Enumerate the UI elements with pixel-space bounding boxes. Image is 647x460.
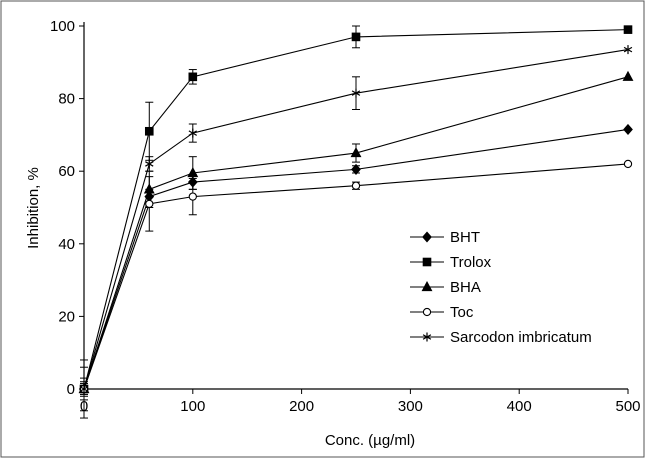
y-tick-label: 100 <box>50 18 75 35</box>
data-point-bht <box>623 123 633 136</box>
series-layer <box>78 25 634 419</box>
series-sarcodon-imbricatum <box>79 45 633 412</box>
data-point-sarcodon-imbricatum <box>188 128 198 138</box>
series-toc <box>79 159 633 401</box>
y-tick-label: 0 <box>67 381 75 398</box>
legend-item-bht: BHT <box>410 229 480 246</box>
data-point-trolox <box>351 32 361 42</box>
y-tick-label: 20 <box>58 308 75 325</box>
x-tick-label: 200 <box>289 398 314 415</box>
data-point-sarcodon-imbricatum <box>145 159 154 169</box>
legend-item-sarcodon-imbricatum: Sarcodon imbricatum <box>410 329 592 346</box>
y-axis-label: Inhibition, % <box>25 167 42 249</box>
data-point-toc <box>623 159 633 169</box>
legend: BHT Trolox BHA Toc Sarcodon imbricatum <box>410 229 592 346</box>
asterisk-stroke <box>422 334 432 340</box>
data-point-sarcodon-imbricatum <box>351 88 361 98</box>
data-point-bha <box>187 166 199 178</box>
asterisk-stroke <box>79 386 89 392</box>
data-point-bha <box>622 70 634 81</box>
series-bha <box>78 70 634 419</box>
data-point-trolox <box>144 126 154 136</box>
x-tick-label: 500 <box>615 398 640 415</box>
legend-label: BHA <box>450 279 481 296</box>
data-point-bht <box>351 163 361 175</box>
data-point-bha <box>350 146 362 158</box>
data-point-trolox <box>623 25 633 34</box>
legend-marker <box>422 332 432 342</box>
legend-label: Trolox <box>450 254 492 271</box>
legend-item-trolox: Trolox <box>410 254 492 271</box>
legend-item-bha: BHA <box>410 279 481 296</box>
y-tick-label: 40 <box>58 236 75 253</box>
legend-label: Sarcodon imbricatum <box>450 329 592 346</box>
legend-marker <box>422 257 432 267</box>
data-point-toc <box>188 192 197 201</box>
series-bht <box>79 123 633 395</box>
legend-marker <box>422 231 432 243</box>
asterisk-stroke <box>145 161 154 167</box>
x-tick-label: 100 <box>180 398 205 415</box>
x-axis-label: Conc. (µg/ml) <box>325 432 415 449</box>
asterisk-stroke <box>188 130 198 136</box>
x-tick-label: 400 <box>507 398 532 415</box>
asterisk-stroke <box>351 90 361 96</box>
legend-label: Toc <box>450 304 474 321</box>
data-point-trolox <box>188 72 198 82</box>
legend-label: BHT <box>450 229 480 246</box>
asterisk-stroke <box>623 46 633 53</box>
data-point-sarcodon-imbricatum <box>623 45 633 55</box>
x-tick-label: 300 <box>398 398 423 415</box>
legend-marker <box>422 307 432 317</box>
data-point-sarcodon-imbricatum <box>79 384 89 394</box>
data-point-toc <box>351 181 361 190</box>
y-tick-label: 80 <box>58 91 75 108</box>
legend-item-toc: Toc <box>410 304 474 321</box>
series-line-toc <box>83 163 629 390</box>
y-tick-label: 60 <box>58 163 75 180</box>
legend-marker <box>421 280 433 292</box>
data-point-toc <box>145 199 154 209</box>
